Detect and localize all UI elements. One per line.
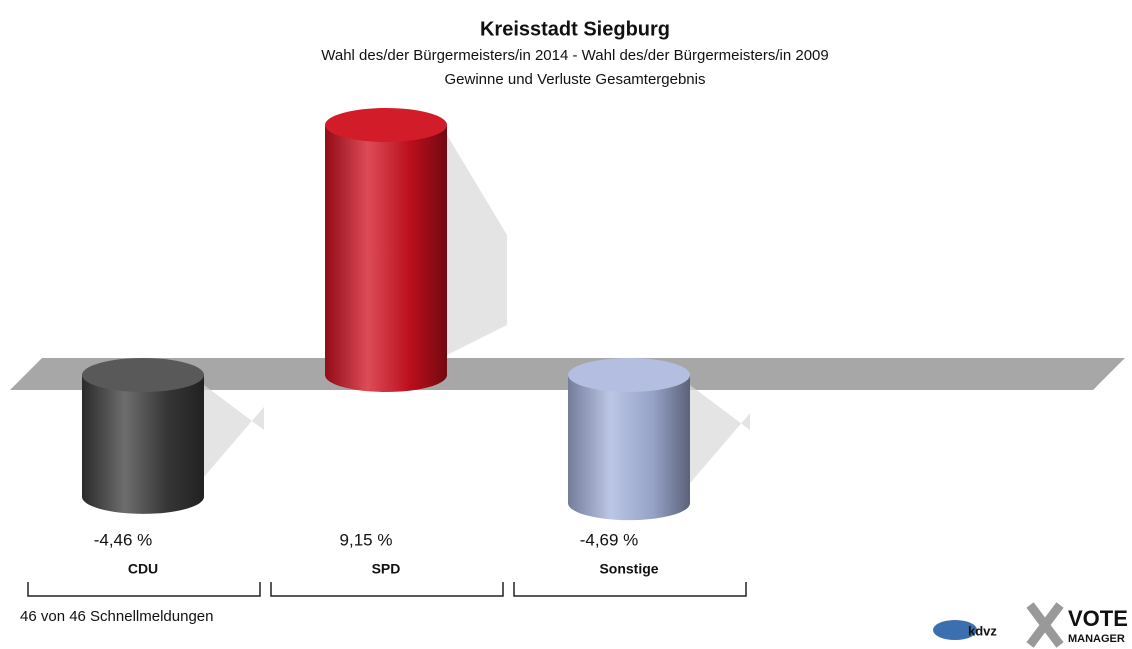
bar xyxy=(82,375,204,497)
bar-shadow xyxy=(690,385,750,484)
bar-shadow xyxy=(204,385,264,477)
bar-top xyxy=(82,358,204,392)
zero-plane xyxy=(10,358,1125,390)
logo-swoosh xyxy=(933,620,977,640)
value-label: -4,69 % xyxy=(580,530,639,549)
category-label: CDU xyxy=(128,561,158,577)
category-label: SPD xyxy=(372,561,401,577)
bar xyxy=(568,375,690,504)
value-label: -4,46 % xyxy=(94,530,153,549)
logo: kdvz VOTE MANAGER xyxy=(933,602,1128,648)
chart-subtitle: Wahl des/der Bürgermeisters/in 2014 - Wa… xyxy=(321,47,828,64)
logo-cross xyxy=(1026,602,1064,648)
bar-top xyxy=(325,108,447,142)
logo-text: kdvz xyxy=(968,623,997,638)
value-label: 9,15 % xyxy=(340,530,393,549)
logo-text: VOTE xyxy=(1068,606,1128,631)
category-label: Sonstige xyxy=(599,561,658,577)
logo-text: MANAGER xyxy=(1068,633,1125,645)
chart-title: Kreisstadt Siegburg xyxy=(480,18,670,40)
bars xyxy=(82,108,750,521)
category-bracket xyxy=(27,582,261,597)
category-bracket xyxy=(270,582,504,597)
chart-subtitle: Gewinne und Verluste Gesamtergebnis xyxy=(445,71,706,88)
bar-shadow xyxy=(447,135,507,355)
footnote: 46 von 46 Schnellmeldungen xyxy=(20,608,213,625)
bar xyxy=(325,125,447,375)
bar-top xyxy=(568,358,690,392)
category-bracket xyxy=(513,582,747,597)
